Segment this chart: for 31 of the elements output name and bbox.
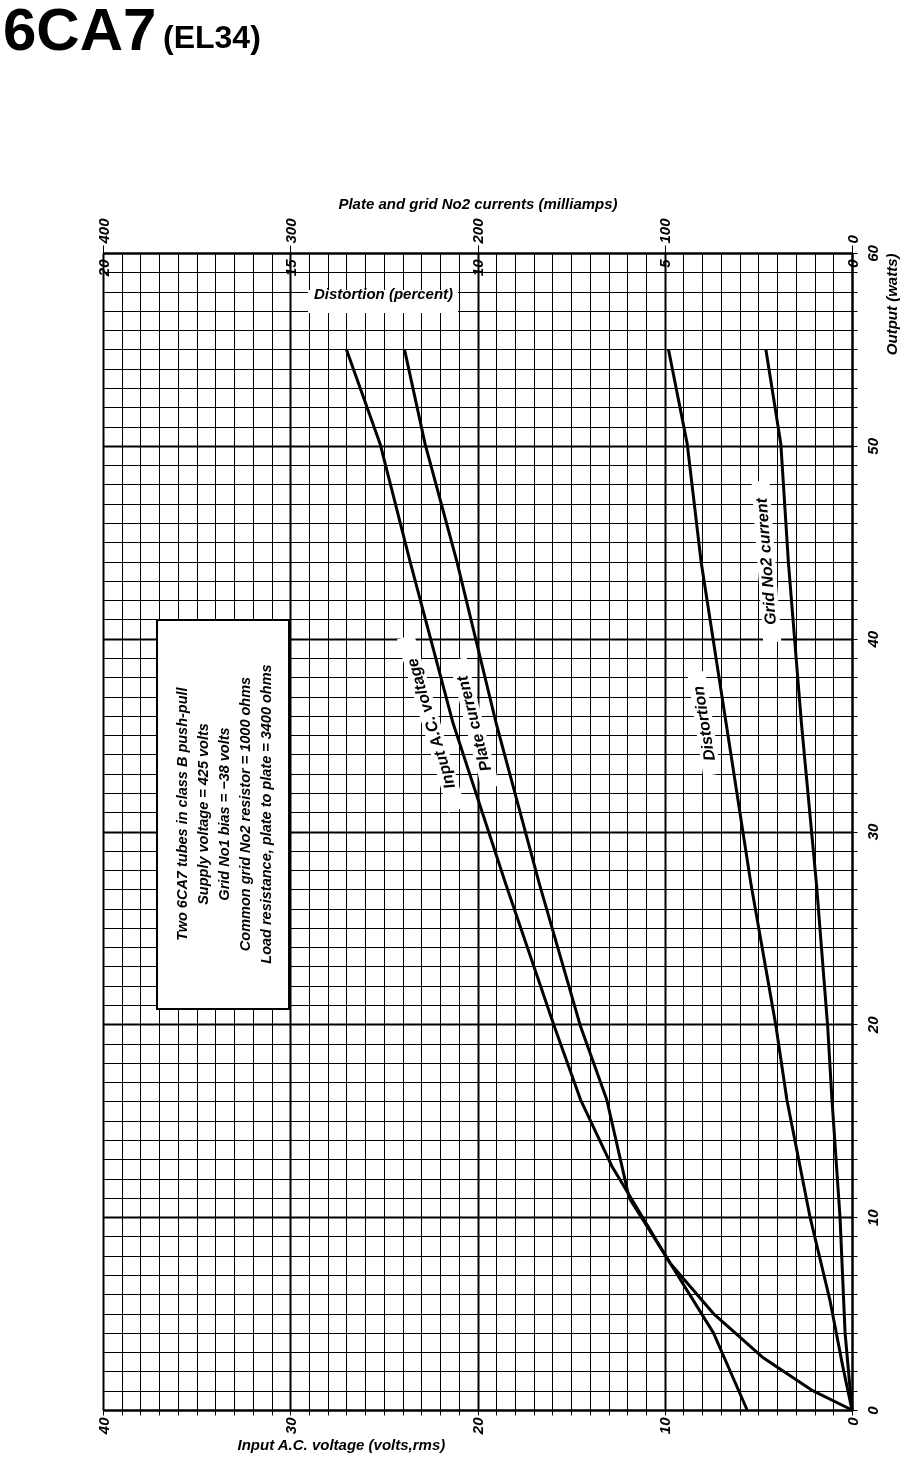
- annotation: Supply voltage = 425 volts: [195, 723, 211, 905]
- y-tick-label: 0: [863, 1405, 881, 1415]
- text: Grid No2 current: [752, 496, 779, 626]
- x2-tick-label: 100: [656, 217, 674, 244]
- y-tick-label: 40: [863, 630, 881, 649]
- x2-tick-label: 300: [281, 217, 299, 244]
- y-tick-label: 50: [863, 437, 881, 455]
- y-axis-title: Output (watts): [882, 253, 900, 356]
- text: Distortion: [689, 684, 718, 763]
- x-axis-title: Distortion (percent): [313, 284, 454, 302]
- x-tick-label: 10: [656, 1416, 674, 1435]
- y-tick-label: 10: [863, 1208, 881, 1227]
- x-axis-title: Input A.C. voltage (volts,rms): [237, 1436, 446, 1454]
- x2-axis-title: Plate and grid No2 currents (milliamps): [338, 195, 618, 213]
- x2-tick-label: 0: [843, 234, 861, 244]
- annotation: Load resistance, plate to plate = 3400 ohms: [258, 664, 274, 964]
- x-tick-label: 5: [656, 258, 674, 268]
- x-tick-label: 30: [281, 1416, 299, 1435]
- x-tick-label: 0: [843, 1416, 861, 1426]
- x-tick-label: 20: [469, 1416, 486, 1436]
- y-tick-label: 60: [863, 244, 881, 262]
- x2-tick-label: 200: [469, 217, 486, 245]
- y-tick-label: 30: [863, 823, 881, 841]
- annotation: Two 6CA7 tubes in class B push-pull: [174, 686, 190, 941]
- chart-title: 6CA7: [3, 0, 157, 63]
- x2-tick-label: 400: [94, 217, 112, 245]
- annotation: Common grid No2 resistor = 1000 ohms: [237, 676, 253, 952]
- y-tick-label: 20: [863, 1015, 881, 1035]
- chart-subtitle: (EL34): [163, 19, 261, 55]
- annotation: Grid No1 bias = −38 volts: [216, 727, 232, 901]
- x-tick-label: 40: [94, 1416, 112, 1436]
